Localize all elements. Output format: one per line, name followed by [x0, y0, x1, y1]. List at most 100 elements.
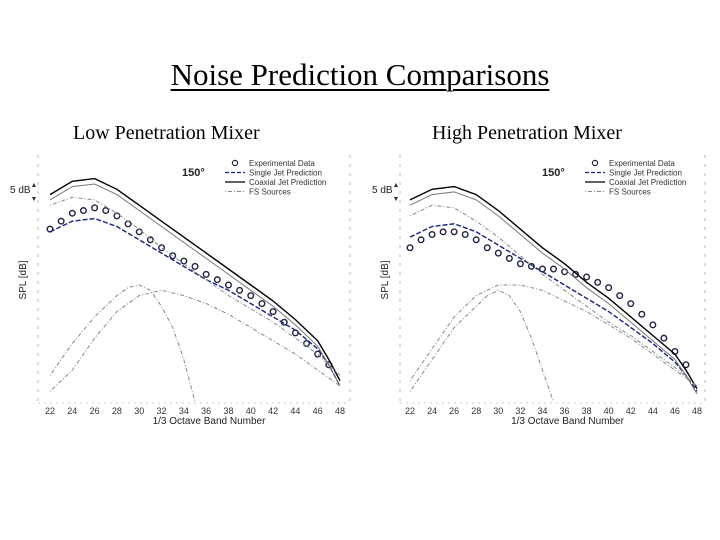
experimental-data-point: [450, 228, 458, 236]
x-tick-label: 34: [537, 406, 547, 416]
experimental-data-point: [269, 308, 277, 316]
single-jet-prediction-line: [409, 223, 698, 392]
x-tick-label: 32: [515, 406, 525, 416]
x-tick-label: 40: [246, 406, 256, 416]
experimental-data-point: [213, 276, 221, 284]
x-tick-label: 24: [427, 406, 437, 416]
scale-label: 5 dB: [372, 185, 393, 196]
coaxial-jet-gray-line: [409, 191, 698, 395]
scale-label: 5 dB: [10, 185, 31, 196]
experimental-data-point: [247, 292, 255, 300]
x-tick-label: 36: [201, 406, 211, 416]
experimental-data-point: [605, 284, 613, 292]
coaxial-jet-gray-line: [49, 183, 341, 387]
x-tick-label: 34: [179, 406, 189, 416]
experimental-data-point: [660, 334, 668, 342]
x-tick-label: 26: [449, 406, 459, 416]
x-tick-label: 44: [648, 406, 658, 416]
fs-sources-line: [409, 204, 698, 387]
scale-arrow-up-icon: ▲: [31, 182, 38, 189]
experimental-data-point: [561, 268, 569, 276]
experimental-data-point: [46, 225, 54, 233]
x-tick-label: 38: [582, 406, 592, 416]
experimental-data-point: [236, 286, 244, 294]
x-tick-label: 38: [223, 406, 233, 416]
x-tick-label: 48: [692, 406, 702, 416]
experimental-data-point: [472, 236, 480, 244]
experimental-data-point: [638, 310, 646, 318]
legend-entry: Single Jet Prediction: [249, 169, 322, 178]
experimental-data-point: [461, 230, 469, 238]
x-tick-label: 42: [626, 406, 636, 416]
legend-entry: Experimental Data: [249, 159, 315, 168]
experimental-data-point: [224, 281, 232, 289]
experimental-data-point: [649, 321, 657, 329]
experimental-data-point: [158, 244, 166, 252]
experimental-data-point: [57, 217, 65, 225]
x-tick-label: 30: [134, 406, 144, 416]
fs-sources-line: [49, 289, 341, 392]
x-axis-label: 1/3 Octave Band Number: [153, 416, 267, 427]
scale-arrow-up-icon: ▲: [393, 182, 400, 189]
x-tick-label: 22: [405, 406, 415, 416]
y-axis-label: SPL [dB]: [18, 260, 29, 299]
experimental-data-point: [616, 292, 624, 300]
legend-entry: Experimental Data: [609, 159, 675, 168]
x-axis-label: 1/3 Octave Band Number: [511, 416, 625, 427]
experimental-data-point: [627, 300, 635, 308]
single-jet-prediction-line: [49, 217, 341, 387]
right-panel-subtitle: High Penetration Mixer: [432, 122, 622, 144]
legend-entry: Single Jet Prediction: [609, 169, 682, 178]
experimental-data-point: [505, 254, 513, 262]
page-title: Noise Prediction Comparisons: [170, 57, 550, 92]
legend-entry: FS Sources: [609, 188, 651, 197]
fs-sources-line: [49, 196, 341, 376]
coaxial-jet-prediction-line: [409, 185, 698, 390]
experimental-data-point: [191, 262, 199, 270]
experimental-data-point: [572, 270, 580, 278]
angle-label: 150°: [182, 167, 205, 179]
experimental-data-point: [202, 270, 210, 278]
experimental-data-point: [258, 300, 266, 308]
experimental-data-point: [102, 207, 110, 215]
angle-label: 150°: [542, 167, 565, 179]
experimental-data-point: [550, 265, 558, 273]
scale-arrow-down-icon: ▼: [393, 196, 400, 203]
fs-sources-line: [409, 289, 554, 403]
experimental-data-point: [146, 236, 154, 244]
x-tick-label: 22: [45, 406, 55, 416]
x-tick-label: 40: [604, 406, 614, 416]
experimental-data-point: [583, 273, 591, 281]
x-tick-label: 42: [268, 406, 278, 416]
experimental-data-point: [682, 361, 690, 369]
x-tick-label: 46: [670, 406, 680, 416]
experimental-data-point: [169, 252, 177, 260]
x-tick-label: 36: [560, 406, 570, 416]
x-tick-label: 44: [290, 406, 300, 416]
left-panel-subtitle: Low Penetration Mixer: [73, 122, 260, 144]
experimental-data-point: [79, 207, 87, 215]
experimental-data-point: [91, 204, 99, 212]
experimental-data-point: [439, 228, 447, 236]
x-tick-label: 30: [493, 406, 503, 416]
legend-marker-experimental: [231, 159, 239, 167]
experimental-data-point: [483, 244, 491, 252]
legend-entry: Coaxial Jet Prediction: [249, 178, 326, 187]
x-tick-label: 28: [112, 406, 122, 416]
x-tick-label: 24: [67, 406, 77, 416]
experimental-data-point: [303, 340, 311, 348]
experimental-data-point: [516, 260, 524, 268]
experimental-data-point: [68, 209, 76, 217]
fs-sources-line: [409, 284, 698, 387]
legend-entry: Coaxial Jet Prediction: [609, 178, 686, 187]
legend-marker-experimental: [591, 159, 599, 167]
y-axis-label: SPL [dB]: [380, 260, 391, 299]
experimental-data-point: [428, 230, 436, 238]
x-tick-label: 48: [335, 406, 345, 416]
fs-sources-line: [49, 284, 196, 403]
x-tick-label: 28: [471, 406, 481, 416]
x-tick-label: 46: [313, 406, 323, 416]
legend-entry: FS Sources: [249, 188, 291, 197]
